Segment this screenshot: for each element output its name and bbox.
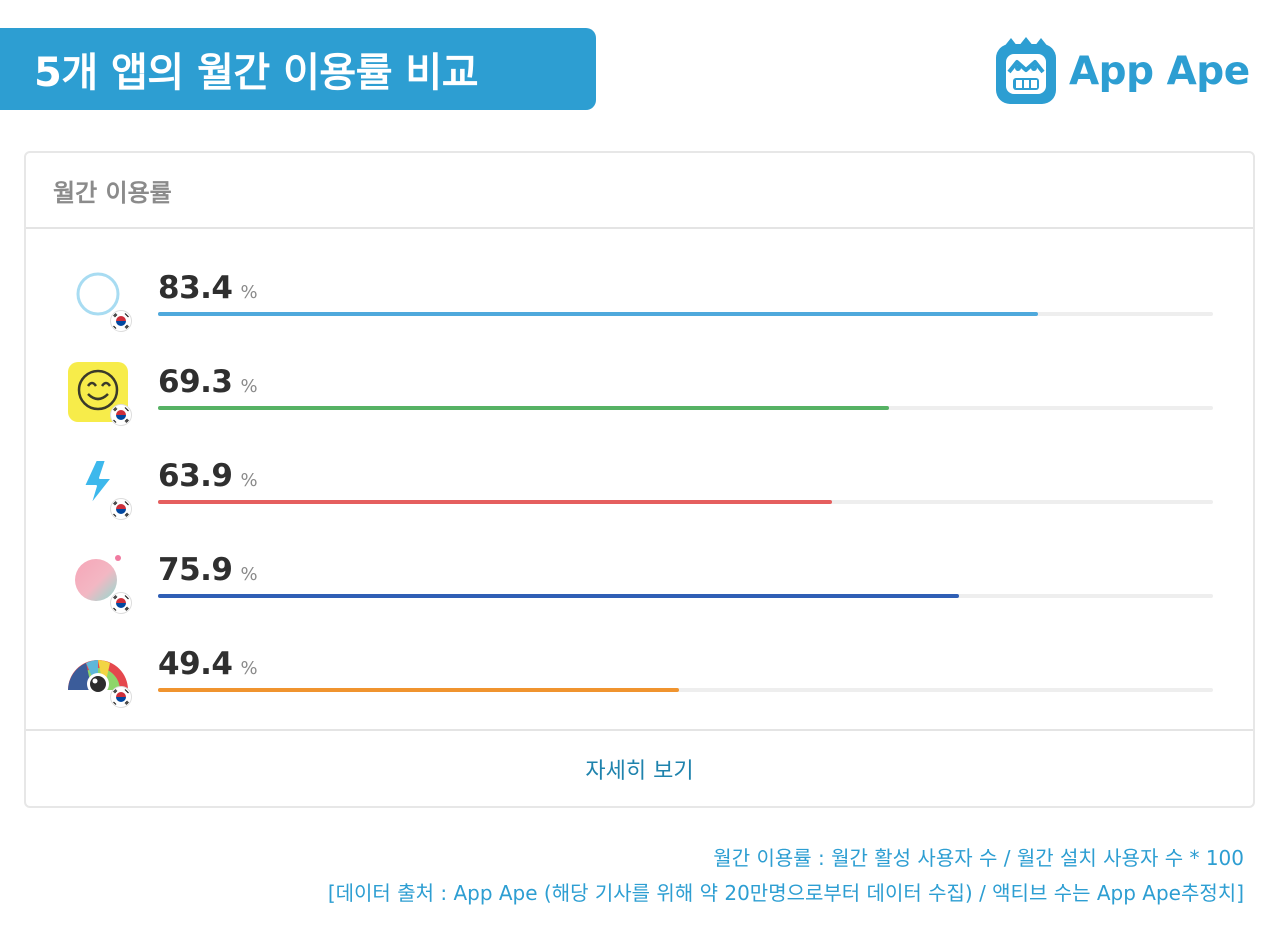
details-button-label: 자세히 보기 <box>585 758 694 784</box>
bar-row: 83.4% <box>26 266 1253 360</box>
bar-value: 69.3 <box>158 364 233 400</box>
usage-rate-card: 월간 이용률 83.4% 69.3% 63.9% 75.9% 49.4% 자세히 보기 <box>24 151 1255 808</box>
bar-value-label: 75.9% <box>158 552 258 588</box>
source-note: [데이터 출처 : App Ape (해당 기사를 위해 약 20만명으로부터 … <box>327 881 1244 905</box>
rainbow-camera-app-icon <box>66 642 130 706</box>
bar <box>158 594 959 598</box>
bar-unit: % <box>240 470 258 491</box>
definition-note: 월간 이용률 : 월간 활성 사용자 수 / 월간 설치 사용자 수 * 100 <box>713 846 1244 870</box>
bar-unit: % <box>240 282 258 303</box>
bar-track <box>158 688 1213 692</box>
korea-flag-icon <box>110 498 132 520</box>
round-white-circle-app-icon <box>66 266 130 330</box>
bar-value: 63.9 <box>158 458 233 494</box>
bar-row: 69.3% <box>26 360 1253 454</box>
bar <box>158 312 1038 316</box>
bar-track <box>158 406 1213 410</box>
bar-value-label: 69.3% <box>158 364 258 400</box>
bar-value-label: 63.9% <box>158 458 258 494</box>
title-banner: 5개 앱의 월간 이용률 비교 <box>0 28 596 110</box>
bar-value: 83.4 <box>158 270 233 306</box>
bar-unit: % <box>240 658 258 679</box>
brand-name: App Ape <box>1069 48 1250 94</box>
bar-value: 75.9 <box>158 552 233 588</box>
page-title: 5개 앱의 월간 이용률 비교 <box>34 50 479 96</box>
bar-value-label: 49.4% <box>158 646 258 682</box>
card-title: 월간 이용률 <box>53 178 172 207</box>
card-header: 월간 이용률 <box>26 153 1253 229</box>
bar-unit: % <box>240 376 258 397</box>
bar <box>158 688 679 692</box>
bar-row: 75.9% <box>26 548 1253 642</box>
korea-flag-icon <box>110 686 132 708</box>
korea-flag-icon <box>110 592 132 614</box>
bar <box>158 406 889 410</box>
bar-row: 63.9% <box>26 454 1253 548</box>
bar-track <box>158 312 1213 316</box>
brand-logo: App Ape <box>993 32 1250 110</box>
bar <box>158 500 832 504</box>
korea-flag-icon <box>110 310 132 332</box>
bar-unit: % <box>240 564 258 585</box>
app-ape-mascot-icon <box>996 37 1056 104</box>
bar-value-label: 83.4% <box>158 270 258 306</box>
bar-value: 49.4 <box>158 646 233 682</box>
blue-lightning-app-icon <box>66 454 130 518</box>
bar-track <box>158 500 1213 504</box>
bar-track <box>158 594 1213 598</box>
yellow-smiley-app-icon <box>66 360 130 424</box>
details-button[interactable]: 자세히 보기 <box>26 729 1253 806</box>
korea-flag-icon <box>110 404 132 426</box>
pastel-gradient-circle-app-icon <box>66 548 130 612</box>
bar-row: 49.4% <box>26 642 1253 736</box>
